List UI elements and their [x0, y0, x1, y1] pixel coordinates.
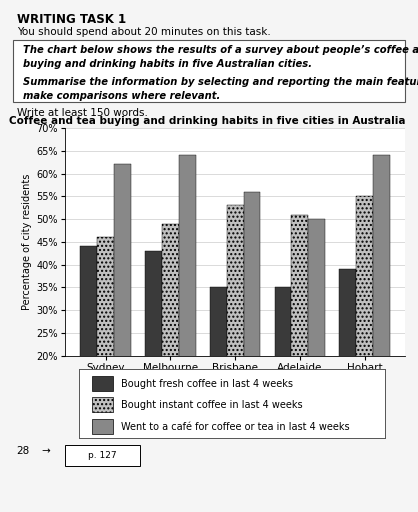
Text: WRITING TASK 1: WRITING TASK 1 [17, 13, 126, 26]
Bar [145, 251, 162, 447]
Text: make comparisons where relevant.: make comparisons where relevant. [23, 91, 220, 101]
Text: Write at least 150 words.: Write at least 150 words. [17, 108, 148, 118]
Bar [97, 238, 114, 447]
Bar [210, 288, 227, 447]
Text: buying and drinking habits in five Australian cities.: buying and drinking habits in five Austr… [23, 59, 312, 70]
Bar [339, 269, 356, 447]
Text: →: → [42, 446, 51, 457]
Bar [356, 197, 373, 447]
Y-axis label: Percentage of city residents: Percentage of city residents [22, 174, 32, 310]
Bar [162, 224, 179, 447]
Text: Went to a café for coffee or tea in last 4 weeks: Went to a café for coffee or tea in last… [121, 422, 349, 432]
Bar [275, 288, 291, 447]
Bar [80, 246, 97, 447]
Text: Bought instant coffee in last 4 weeks: Bought instant coffee in last 4 weeks [121, 399, 302, 410]
Text: The chart below shows the results of a survey about people’s coffee and tea: The chart below shows the results of a s… [23, 45, 418, 55]
Text: Coffee and tea buying and drinking habits in five cities in Australia: Coffee and tea buying and drinking habit… [9, 116, 405, 126]
Bar [308, 219, 325, 447]
Text: Bought fresh coffee in last 4 weeks: Bought fresh coffee in last 4 weeks [121, 379, 293, 389]
Text: Summarise the information by selecting and reporting the main features, and: Summarise the information by selecting a… [23, 77, 418, 87]
Text: p. 127: p. 127 [88, 451, 117, 460]
Bar [179, 155, 196, 447]
Text: You should spend about 20 minutes on this task.: You should spend about 20 minutes on thi… [17, 27, 270, 37]
Bar [227, 205, 244, 447]
Bar [92, 419, 113, 434]
Bar [373, 155, 390, 447]
Text: 28: 28 [17, 446, 30, 457]
Bar [244, 192, 260, 447]
Bar [114, 164, 131, 447]
Bar [92, 376, 113, 392]
Bar [291, 215, 308, 447]
Bar [92, 397, 113, 412]
